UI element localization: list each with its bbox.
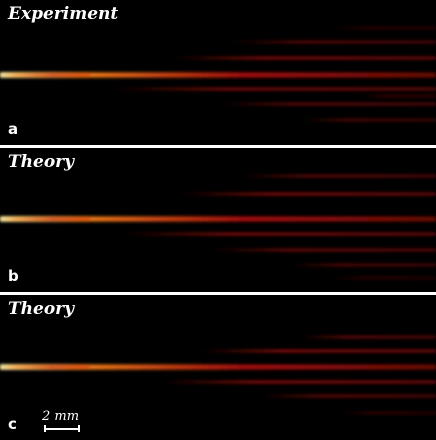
beam-streak — [110, 87, 436, 91]
scale-bar-label: 2 mm — [42, 409, 80, 424]
beam-streak — [360, 95, 436, 97]
beam-streak — [120, 232, 436, 236]
panel-theory-c: Theory c 2 mm — [0, 295, 436, 440]
panel-title: Theory — [8, 152, 74, 172]
panel-letter: c — [8, 415, 17, 433]
beam-streak — [230, 40, 436, 44]
beam-streak — [210, 248, 436, 252]
beam-core — [0, 218, 90, 220]
beam-core — [0, 366, 90, 368]
panel-theory-b: Theory b — [0, 148, 436, 292]
beam-streak — [160, 380, 436, 384]
beam-streak — [180, 192, 436, 196]
panel-letter: a — [8, 120, 19, 138]
beam-main — [0, 364, 436, 370]
beam-main — [0, 72, 436, 78]
beam-streak — [300, 335, 436, 339]
beam-streak — [260, 394, 436, 398]
panel-letter: b — [8, 267, 19, 285]
beam-streak — [220, 102, 436, 106]
beam-image-experiment — [0, 27, 436, 122]
beam-streak — [200, 349, 436, 353]
panel-experiment: Experiment a — [0, 0, 436, 145]
beam-image-theory-c — [0, 335, 436, 414]
scale-bar-tick — [78, 425, 80, 432]
beam-streak — [240, 174, 436, 178]
panel-title: Experiment — [8, 4, 119, 24]
beam-streak — [330, 27, 436, 29]
beam-image-theory-b — [0, 174, 436, 279]
beam-streak — [290, 263, 436, 267]
beam-streak — [170, 56, 436, 60]
beam-streak — [300, 118, 436, 122]
panel-title: Theory — [8, 299, 74, 319]
beam-streak — [340, 412, 436, 414]
beam-main — [0, 216, 436, 222]
beam-core — [0, 74, 90, 76]
beam-streak — [330, 277, 436, 279]
scale-bar: 2 mm — [42, 409, 82, 432]
scale-bar-line — [44, 428, 78, 430]
